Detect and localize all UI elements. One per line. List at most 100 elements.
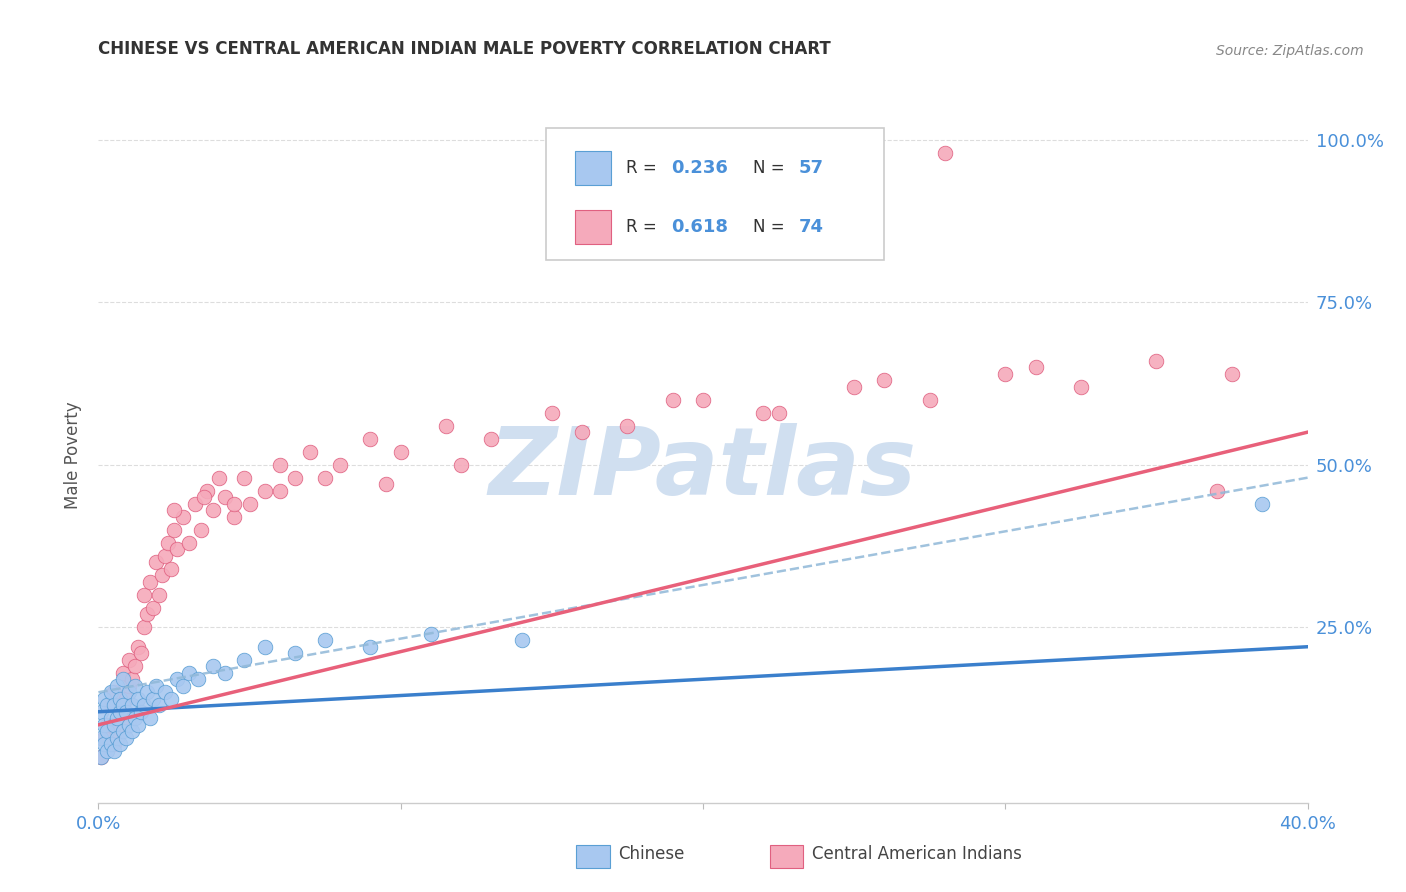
Point xyxy=(96,698,118,713)
Text: Chinese: Chinese xyxy=(619,845,685,863)
Point xyxy=(299,444,322,458)
Text: 57: 57 xyxy=(799,159,824,177)
Point xyxy=(145,679,167,693)
FancyBboxPatch shape xyxy=(769,846,803,868)
Point xyxy=(994,367,1017,381)
Point xyxy=(269,483,291,498)
Text: Source: ZipAtlas.com: Source: ZipAtlas.com xyxy=(1216,44,1364,58)
Point xyxy=(127,691,149,706)
Point xyxy=(374,477,396,491)
Point xyxy=(103,744,125,758)
Point xyxy=(918,392,941,407)
Point xyxy=(202,503,225,517)
FancyBboxPatch shape xyxy=(546,128,884,260)
Point xyxy=(232,471,254,485)
Point xyxy=(111,665,134,680)
Point xyxy=(132,588,155,602)
Point xyxy=(450,458,472,472)
Point xyxy=(114,731,136,745)
Point xyxy=(768,406,790,420)
Point xyxy=(150,568,173,582)
Point xyxy=(108,705,131,719)
Point xyxy=(153,685,176,699)
Point xyxy=(103,698,125,713)
Point xyxy=(132,698,155,713)
Point xyxy=(124,659,146,673)
Point xyxy=(145,555,167,569)
Point xyxy=(93,718,115,732)
Point xyxy=(93,731,115,745)
Point xyxy=(360,432,382,446)
Point xyxy=(1206,483,1229,498)
Point xyxy=(139,711,162,725)
Point xyxy=(190,523,212,537)
Point xyxy=(481,432,503,446)
Text: R =: R = xyxy=(626,219,662,236)
Point xyxy=(121,698,143,713)
Point xyxy=(163,523,186,537)
Point xyxy=(202,659,225,673)
Point xyxy=(873,373,896,387)
Point xyxy=(934,145,956,160)
Point xyxy=(214,490,236,504)
Point xyxy=(314,471,336,485)
Point xyxy=(1024,360,1046,375)
Point xyxy=(232,653,254,667)
Point xyxy=(184,497,207,511)
Point xyxy=(127,640,149,654)
Point xyxy=(93,691,115,706)
Point xyxy=(179,665,201,680)
Point xyxy=(96,724,118,739)
Point xyxy=(108,691,131,706)
Point xyxy=(160,691,183,706)
Point xyxy=(160,562,183,576)
Point xyxy=(239,497,262,511)
Text: CHINESE VS CENTRAL AMERICAN INDIAN MALE POVERTY CORRELATION CHART: CHINESE VS CENTRAL AMERICAN INDIAN MALE … xyxy=(98,40,831,58)
Point xyxy=(103,685,125,699)
Point xyxy=(118,718,141,732)
Point xyxy=(90,750,112,764)
Point xyxy=(142,600,165,615)
Point xyxy=(156,535,179,549)
Point xyxy=(96,718,118,732)
Point xyxy=(105,724,128,739)
Point xyxy=(135,685,157,699)
Point xyxy=(105,731,128,745)
Point xyxy=(118,653,141,667)
Point xyxy=(127,718,149,732)
Point xyxy=(420,626,443,640)
Point xyxy=(142,691,165,706)
Point xyxy=(692,392,714,407)
Point xyxy=(93,737,115,751)
Point xyxy=(96,744,118,758)
Point xyxy=(100,685,122,699)
Point xyxy=(148,698,170,713)
Point xyxy=(100,737,122,751)
Point xyxy=(253,483,276,498)
Point xyxy=(100,711,122,725)
Point xyxy=(434,418,457,433)
Point xyxy=(129,705,152,719)
Point xyxy=(111,698,134,713)
Point xyxy=(124,679,146,693)
Point xyxy=(195,483,218,498)
Point xyxy=(121,672,143,686)
Point xyxy=(172,679,194,693)
Point xyxy=(148,588,170,602)
Point xyxy=(90,731,112,745)
Point xyxy=(111,672,134,686)
Point xyxy=(284,471,307,485)
Point xyxy=(166,672,188,686)
Point xyxy=(389,444,412,458)
Point xyxy=(124,711,146,725)
Text: N =: N = xyxy=(752,219,789,236)
Point xyxy=(193,490,215,504)
Y-axis label: Male Poverty: Male Poverty xyxy=(65,401,83,508)
Point xyxy=(284,646,307,660)
Point xyxy=(163,503,186,517)
Point xyxy=(214,665,236,680)
FancyBboxPatch shape xyxy=(575,210,612,244)
Point xyxy=(179,535,201,549)
Point xyxy=(224,497,246,511)
FancyBboxPatch shape xyxy=(575,151,612,186)
